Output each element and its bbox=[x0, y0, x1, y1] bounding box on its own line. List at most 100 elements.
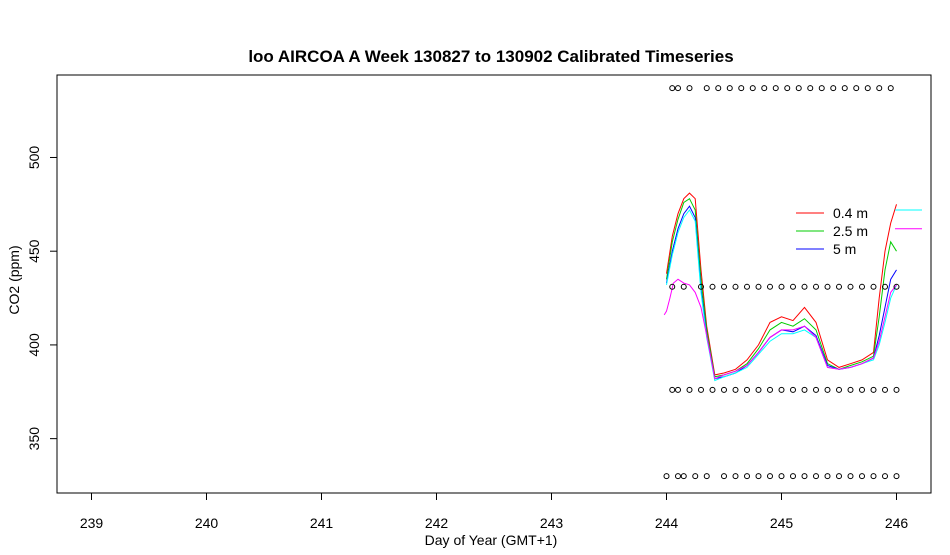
data-point-marker bbox=[732, 386, 739, 393]
data-point-marker bbox=[778, 473, 785, 480]
data-point-marker bbox=[847, 283, 854, 290]
data-point-marker bbox=[893, 283, 900, 290]
data-point-marker bbox=[703, 85, 710, 92]
data-point-marker bbox=[686, 386, 693, 393]
data-point-marker bbox=[721, 473, 727, 480]
series-line-5 bbox=[663, 278, 897, 380]
data-point-marker bbox=[876, 85, 883, 92]
data-point-marker bbox=[790, 473, 796, 480]
data-point-marker bbox=[790, 283, 796, 290]
y-tick-label: 400 bbox=[26, 333, 42, 357]
data-point-marker bbox=[669, 85, 676, 92]
data-point-marker bbox=[744, 283, 750, 290]
data-point-marker bbox=[847, 386, 854, 393]
y-tick-label: 500 bbox=[26, 146, 42, 170]
data-point-marker bbox=[887, 85, 894, 92]
data-point-marker bbox=[698, 386, 704, 393]
data-point-marker bbox=[744, 473, 750, 480]
data-point-marker bbox=[703, 473, 710, 480]
data-point-marker bbox=[893, 473, 900, 480]
data-point-marker bbox=[744, 386, 750, 393]
data-point-marker bbox=[698, 283, 704, 290]
data-point-marker bbox=[882, 473, 888, 480]
data-point-marker bbox=[824, 283, 831, 290]
data-point-marker bbox=[669, 386, 676, 393]
x-tick-label: 242 bbox=[425, 515, 449, 531]
data-point-marker bbox=[675, 386, 681, 393]
data-point-marker bbox=[836, 473, 842, 480]
chart-title: loo AIRCOA A Week 130827 to 130902 Calib… bbox=[248, 47, 733, 66]
data-point-marker bbox=[870, 283, 877, 290]
data-point-marker bbox=[715, 85, 722, 92]
data-point-marker bbox=[767, 473, 773, 480]
x-tick-label: 239 bbox=[80, 515, 104, 531]
data-point-marker bbox=[778, 283, 785, 290]
data-point-marker bbox=[675, 85, 681, 92]
data-point-marker bbox=[830, 85, 837, 92]
data-point-marker bbox=[859, 473, 865, 480]
data-point-marker bbox=[772, 85, 779, 92]
data-point-marker bbox=[824, 386, 831, 393]
x-tick-label: 245 bbox=[770, 515, 794, 531]
data-point-marker bbox=[669, 283, 676, 290]
y-axis-label: CO2 (ppm) bbox=[6, 245, 22, 314]
data-point-marker bbox=[732, 283, 739, 290]
x-tick-label: 240 bbox=[195, 515, 219, 531]
data-point-marker bbox=[801, 473, 808, 480]
data-point-marker bbox=[726, 85, 733, 92]
data-point-marker bbox=[767, 283, 773, 290]
legend: 0.4 m 2.5 m 5 m bbox=[796, 205, 922, 257]
data-point-marker bbox=[721, 283, 727, 290]
plot-frame bbox=[56, 74, 932, 494]
legend-label: 5 m bbox=[833, 241, 856, 257]
data-point-marker bbox=[836, 283, 842, 290]
data-point-marker bbox=[801, 283, 808, 290]
data-point-marker bbox=[813, 386, 819, 393]
data-point-marker bbox=[882, 386, 888, 393]
x-axis: 239 240 241 242 243 244 245 246 bbox=[80, 493, 909, 531]
data-point-marker bbox=[749, 85, 756, 92]
data-point-marker bbox=[680, 473, 687, 480]
x-tick-label: 244 bbox=[655, 515, 679, 531]
data-point-marker bbox=[709, 283, 716, 290]
data-point-marker bbox=[784, 85, 791, 92]
legend-label: 2.5 m bbox=[833, 223, 868, 239]
data-point-marker bbox=[859, 283, 865, 290]
data-point-marker bbox=[864, 85, 871, 92]
series-line-04-m bbox=[666, 192, 897, 376]
data-point-marker bbox=[853, 85, 860, 92]
data-point-marker bbox=[755, 386, 762, 393]
data-point-marker bbox=[859, 386, 865, 393]
data-point-marker bbox=[882, 283, 888, 290]
series-line-4 bbox=[666, 209, 897, 382]
data-point-marker bbox=[675, 473, 681, 480]
data-point-marker bbox=[813, 473, 819, 480]
y-axis: 350 400 450 500 bbox=[26, 146, 57, 451]
data-point-marker bbox=[790, 386, 796, 393]
series-layer bbox=[663, 192, 897, 382]
data-point-marker bbox=[847, 473, 854, 480]
data-point-marker bbox=[680, 283, 687, 290]
data-point-marker bbox=[755, 473, 762, 480]
x-tick-label: 243 bbox=[540, 515, 564, 531]
data-point-marker bbox=[732, 473, 739, 480]
data-point-marker bbox=[801, 386, 808, 393]
data-point-marker bbox=[813, 283, 819, 290]
x-tick-label: 246 bbox=[885, 515, 909, 531]
marker-layer bbox=[663, 85, 900, 480]
y-tick-label: 350 bbox=[26, 427, 42, 451]
data-point-marker bbox=[870, 386, 877, 393]
data-point-marker bbox=[893, 386, 900, 393]
data-point-marker bbox=[721, 386, 727, 393]
data-point-marker bbox=[870, 473, 877, 480]
data-point-marker bbox=[663, 473, 670, 480]
data-point-marker bbox=[824, 473, 831, 480]
data-point-marker bbox=[738, 85, 745, 92]
data-point-marker bbox=[755, 283, 762, 290]
series-line-25-m bbox=[666, 197, 897, 378]
data-point-marker bbox=[761, 85, 768, 92]
x-axis-label: Day of Year (GMT+1) bbox=[425, 532, 558, 548]
data-point-marker bbox=[692, 473, 699, 480]
